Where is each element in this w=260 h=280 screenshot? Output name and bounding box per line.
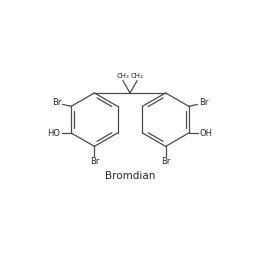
Text: CH₃: CH₃	[131, 73, 143, 79]
Text: CH₃: CH₃	[117, 73, 129, 79]
Text: Br: Br	[52, 98, 61, 107]
Text: Br: Br	[199, 98, 208, 107]
Text: Br: Br	[90, 157, 99, 166]
Text: Br: Br	[161, 157, 170, 166]
Text: HO: HO	[48, 129, 61, 137]
Text: OH: OH	[199, 129, 212, 137]
Text: Bromdian: Bromdian	[105, 171, 155, 181]
